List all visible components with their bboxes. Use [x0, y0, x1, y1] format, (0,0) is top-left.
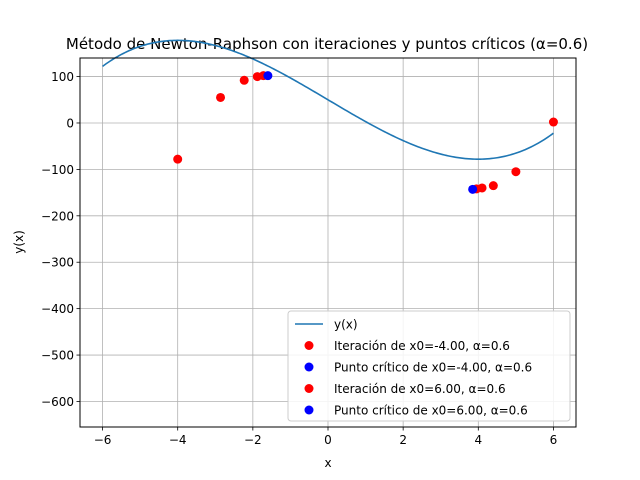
chart-title: Método de Newton-Raphson con iteraciones… [66, 35, 588, 53]
y-tick-label: −300 [41, 256, 74, 270]
y-tick-label: 100 [51, 70, 74, 84]
y-tick-label: −600 [41, 395, 74, 409]
y-tick-label: −500 [41, 349, 74, 363]
legend-marker-swatch [304, 362, 314, 372]
legend: y(x) Iteración de x0=-4.00, α=0.6 Punto cr… [287, 310, 571, 422]
legend-label: y(x) [334, 318, 358, 332]
legend-box [287, 310, 571, 422]
x-tick-label: −4 [169, 433, 187, 447]
y-tick-label: −100 [41, 163, 74, 177]
y-tick-label: 0 [66, 116, 74, 130]
x-tick-label: −2 [244, 433, 262, 447]
legend-label: Iteración de x0=-4.00, α=0.6 [334, 339, 510, 353]
x-tick-label: 0 [324, 433, 332, 447]
points-layer [173, 71, 558, 194]
x-tick-label: 4 [474, 433, 482, 447]
curve-layer [102, 39, 554, 160]
legend-label: Iteración de x0=6.00, α=0.6 [334, 382, 506, 396]
data-point [548, 117, 558, 127]
curve-line [102, 39, 554, 160]
data-point [263, 71, 273, 81]
x-tick-label: 2 [399, 433, 407, 447]
y-tick-label: −200 [41, 209, 74, 223]
y-tick-label: −400 [41, 302, 74, 316]
x-tick-label: −6 [94, 433, 112, 447]
legend-marker-swatch [304, 384, 314, 393]
data-point [173, 154, 183, 164]
data-point [216, 92, 226, 102]
data-point [511, 167, 521, 177]
data-point [488, 181, 498, 191]
y-axis-label: y(x) [12, 230, 26, 254]
legend-marker-swatch [304, 341, 314, 350]
data-point [468, 184, 478, 194]
ticks-layer: −6 −4 −2 0 2 4 6 100 0 −100 −200 −300 −400 −500 −600 [41, 70, 557, 447]
x-axis-label: x [324, 456, 331, 470]
legend-label: Punto crítico de x0=-4.00, α=0.6 [334, 361, 532, 375]
legend-label: Punto crítico de x0=6.00, α=0.6 [334, 404, 528, 418]
legend-marker-swatch [304, 405, 314, 415]
x-tick-label: 6 [550, 433, 558, 447]
data-point [239, 75, 249, 85]
